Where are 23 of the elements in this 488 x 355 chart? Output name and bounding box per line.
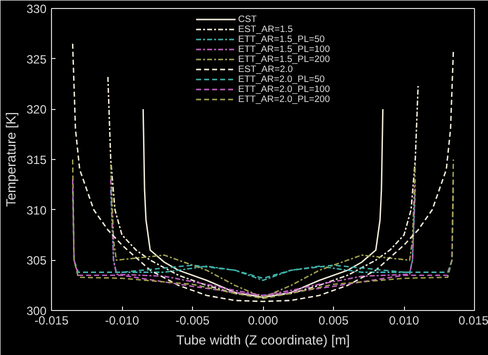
y-tick-label: 320 [26,102,47,117]
y-tick-label: 330 [26,2,47,16]
legend-label: ETT_AR=2.0_PL=100 [238,84,330,94]
legend-label: CST [238,14,258,24]
x-tick-label: -0.010 [104,314,140,328]
y-axis-title: Temperature [K] [3,112,18,207]
legend-label: EST_AR=1.5 [238,24,293,34]
y-tick-label: 315 [26,153,47,167]
x-axis-title: Tube width (Z coordinate) [m] [176,332,350,348]
legend-label: ETT_AR=2.0_PL=200 [238,94,330,104]
y-tick-label: 325 [26,52,47,66]
legend-label: ETT_AR=2.0_PL=50 [238,74,325,84]
x-tick-label: 0.005 [318,314,349,328]
x-tick-label: 0.010 [388,314,420,328]
legend-label: ETT_AR=1.5_PL=200 [238,54,330,64]
x-tick-label: 0.000 [248,314,278,328]
x-tick-label: 0.015 [458,314,488,328]
legend-label: EST_AR=2.0 [238,64,293,74]
legend-label: ETT_AR=1.5_PL=50 [238,34,325,44]
x-tick-label: -0.005 [175,314,210,328]
y-tick-label: 305 [26,254,47,268]
legend-label: ETT_AR=1.5_PL=100 [238,44,330,54]
y-tick-label: 310 [26,203,47,218]
